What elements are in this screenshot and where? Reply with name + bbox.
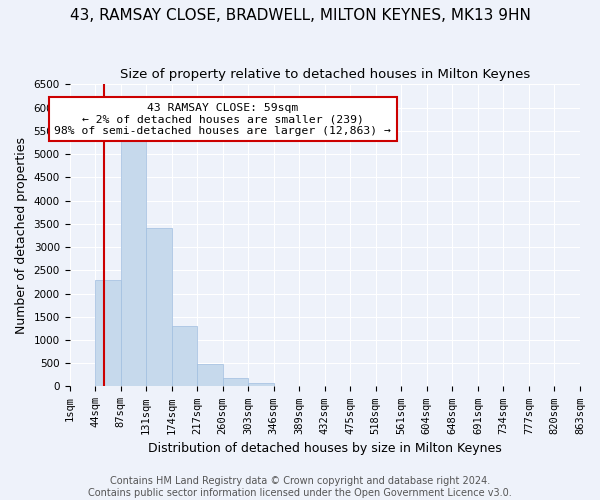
Bar bbox=[121, 136, 146, 386]
Title: Size of property relative to detached houses in Milton Keynes: Size of property relative to detached ho… bbox=[119, 68, 530, 80]
Text: Contains HM Land Registry data © Crown copyright and database right 2024.
Contai: Contains HM Land Registry data © Crown c… bbox=[88, 476, 512, 498]
Bar bbox=[95, 280, 121, 386]
Bar bbox=[146, 228, 172, 386]
Bar bbox=[248, 382, 274, 386]
Bar bbox=[223, 378, 248, 386]
Bar bbox=[172, 326, 197, 386]
X-axis label: Distribution of detached houses by size in Milton Keynes: Distribution of detached houses by size … bbox=[148, 442, 502, 455]
Y-axis label: Number of detached properties: Number of detached properties bbox=[15, 137, 28, 334]
Text: 43 RAMSAY CLOSE: 59sqm
← 2% of detached houses are smaller (239)
98% of semi-det: 43 RAMSAY CLOSE: 59sqm ← 2% of detached … bbox=[54, 102, 391, 136]
Text: 43, RAMSAY CLOSE, BRADWELL, MILTON KEYNES, MK13 9HN: 43, RAMSAY CLOSE, BRADWELL, MILTON KEYNE… bbox=[70, 8, 530, 22]
Bar bbox=[197, 364, 223, 386]
